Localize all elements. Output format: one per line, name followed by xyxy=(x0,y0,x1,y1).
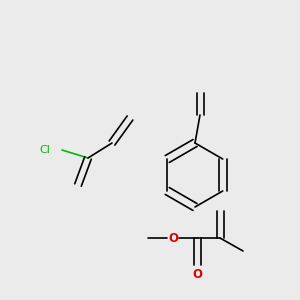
Text: Cl: Cl xyxy=(39,145,50,155)
Text: O: O xyxy=(192,268,202,281)
Text: O: O xyxy=(168,232,178,244)
